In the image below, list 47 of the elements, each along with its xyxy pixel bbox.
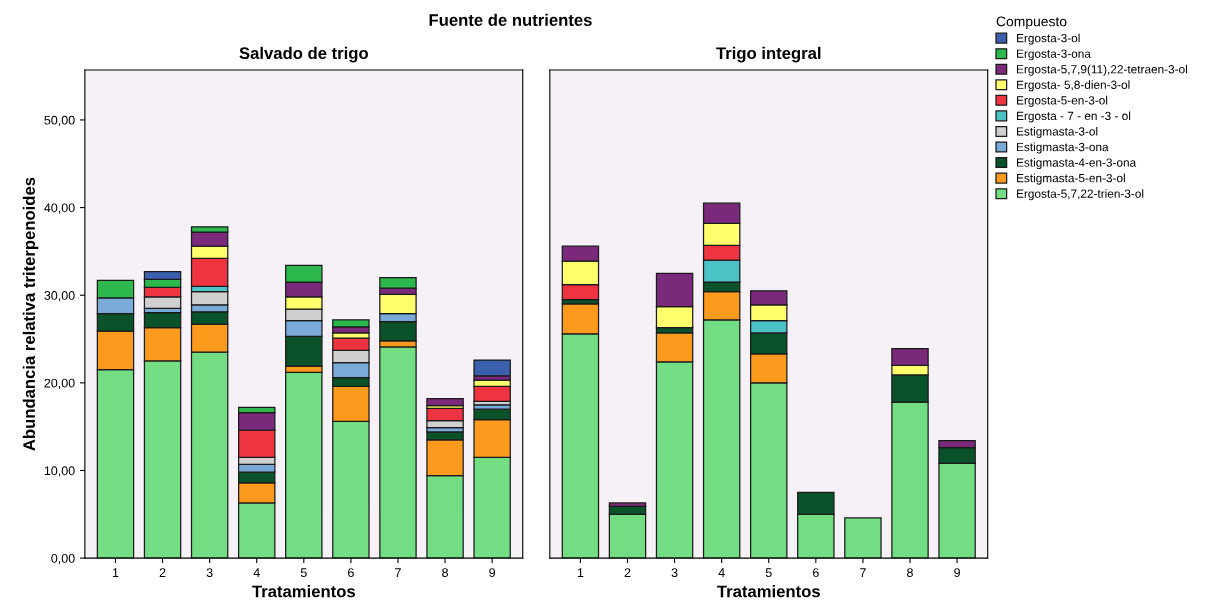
- x-tick-label: 5: [300, 568, 307, 578]
- x-tick-label: 8: [442, 568, 448, 578]
- legend-label: Ergosta-3-ona: [1017, 49, 1091, 61]
- x-tick-label: 3: [671, 568, 678, 578]
- legend-label: Estigmasta-5-en-3-ol: [1017, 173, 1125, 185]
- source-note: Fuente de nutrientes: [429, 13, 592, 26]
- legend-label: Estigmasta-3-ona: [1017, 142, 1109, 154]
- bar: [426, 398, 464, 407]
- y-tick-label: 0,00: [51, 553, 75, 565]
- legend-label: Ergosta- 5,8-dien-3-ol: [1017, 80, 1130, 92]
- legend-label: Ergosta-3-ol: [1017, 33, 1080, 45]
- y-tick-label: 20,00: [44, 378, 75, 389]
- legend-label: Ergosta - 7 - en -3 - ol: [1017, 111, 1131, 123]
- x-tick-label: 4: [718, 568, 725, 577]
- legend-title: Compuesto: [996, 16, 1067, 30]
- x-tick-label: 6: [348, 568, 354, 578]
- bar: [844, 517, 882, 559]
- x-tick-label: 8: [907, 568, 913, 578]
- x-tick-label: 1: [577, 568, 584, 577]
- x-axis-title: Tratamientos: [252, 585, 355, 598]
- chart-title: Salvado de trigo: [239, 46, 368, 63]
- x-tick-label: 5: [765, 568, 772, 578]
- x-tick-label: 1: [112, 568, 119, 577]
- y-tick-label: 50,00: [44, 115, 75, 127]
- bar: [473, 385, 511, 402]
- x-tick-label: 9: [954, 568, 960, 578]
- x-tick-label: 9: [489, 568, 496, 578]
- y-axis-title: Abundancia relativa triterpenoides: [22, 177, 39, 451]
- x-tick-label: 7: [860, 568, 866, 577]
- chart-title: Trigo integral: [716, 46, 821, 63]
- legend-label: Ergosta-5-en-3-ol: [1017, 95, 1108, 107]
- bar: [285, 371, 323, 559]
- legend-label: Ergosta-5,7,9(11),22-tetraen-3-ol: [1017, 64, 1187, 76]
- legend-label: Estigmasta-4-en-3-ona: [1017, 158, 1137, 170]
- y-tick-label: 40,00: [44, 203, 75, 214]
- x-tick-label: 2: [159, 568, 166, 577]
- x-tick-label: 4: [253, 568, 260, 577]
- x-tick-label: 2: [624, 568, 631, 577]
- y-tick-label: 30,00: [44, 291, 75, 302]
- y-tick-label: 10,00: [44, 466, 75, 477]
- legend-label: Ergosta-5,7,22-trien-3-ol: [1017, 189, 1144, 201]
- bar: [473, 359, 511, 377]
- x-tick-label: 3: [206, 568, 213, 578]
- x-tick-label: 6: [812, 568, 819, 578]
- x-tick-label: 7: [395, 568, 401, 577]
- legend-label: Estigmasta-3-ol: [1017, 126, 1098, 138]
- x-axis-title: Tratamientos: [717, 585, 820, 598]
